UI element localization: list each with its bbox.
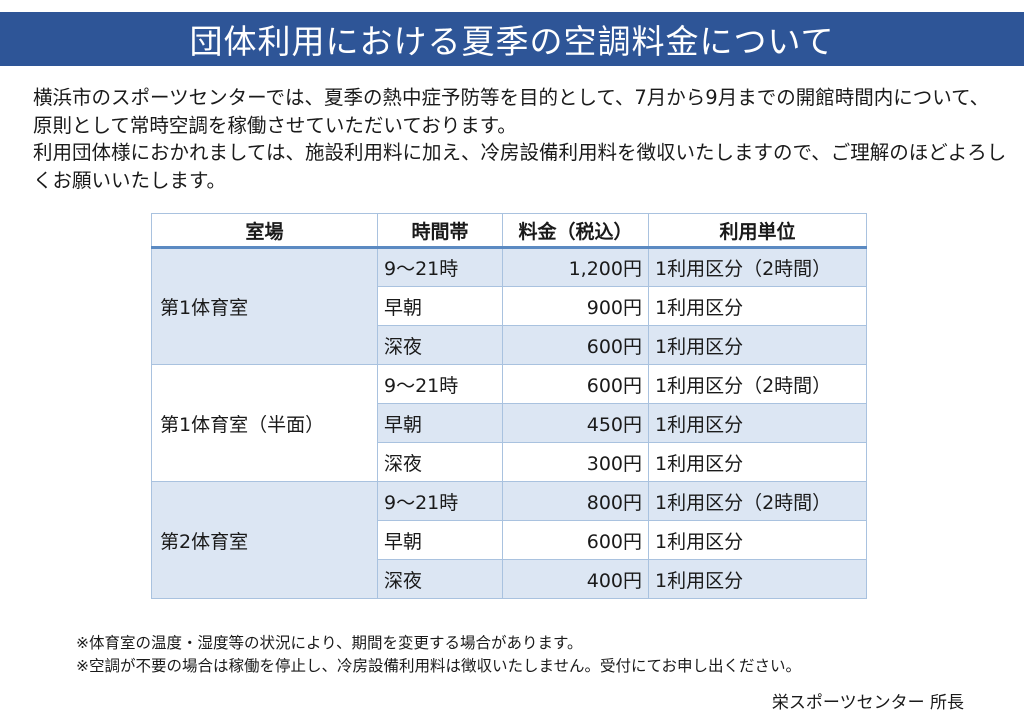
fee-table: 室場 時間帯 料金（税込） 利用単位 第1体育室 9～21時 1,200円 1利…	[151, 213, 867, 599]
price-cell: 600円	[502, 364, 649, 404]
table-row: 深夜 600円 1利用区分	[152, 325, 867, 365]
unit-cell: 1利用区分（2時間）	[648, 247, 867, 287]
table-header-row: 室場 時間帯 料金（税込） 利用単位	[151, 213, 867, 249]
time-cell: 9～21時	[377, 247, 503, 287]
footnotes: ※体育室の温度・湿度等の状況により、期間を変更する場合があります。 ※空調が不要…	[76, 632, 801, 678]
unit-cell: 1利用区分	[648, 559, 867, 599]
time-cell: 早朝	[377, 520, 503, 560]
signature: 栄スポーツセンター 所長	[771, 693, 964, 713]
table-row: 早朝 450円 1利用区分	[152, 403, 867, 443]
unit-cell: 1利用区分	[648, 442, 867, 482]
table-row: 早朝 600円 1利用区分	[152, 520, 867, 560]
unit-cell: 1利用区分（2時間）	[648, 481, 867, 521]
table-row: 深夜 400円 1利用区分	[152, 559, 867, 599]
time-cell: 深夜	[377, 442, 503, 482]
price-cell: 1,200円	[502, 247, 649, 287]
intro-paragraph-1: 横浜市のスポーツセンターでは、夏季の熱中症予防等を目的として、7月から9月までの…	[33, 86, 990, 137]
room-cell: 第1体育室	[151, 247, 378, 365]
footnote-2: ※空調が不要の場合は稼働を停止し、冷房設備利用料は徴収いたしません。受付にてお申…	[76, 657, 802, 675]
table-row: 第1体育室（半面） 9～21時 600円 1利用区分（2時間）	[151, 364, 867, 482]
price-cell: 800円	[502, 481, 649, 521]
time-cell: 9～21時	[377, 364, 503, 404]
unit-cell: 1利用区分	[648, 286, 867, 326]
unit-cell: 1利用区分（2時間）	[648, 364, 867, 404]
price-cell: 300円	[502, 442, 649, 482]
unit-cell: 1利用区分	[648, 325, 867, 365]
unit-cell: 1利用区分	[648, 520, 867, 560]
header-unit: 利用単位	[648, 213, 867, 249]
table-row: 早朝 900円 1利用区分	[152, 286, 867, 326]
footnote-1: ※体育室の温度・湿度等の状況により、期間を変更する場合があります。	[76, 634, 583, 652]
price-cell: 600円	[502, 325, 649, 365]
room-cell: 第2体育室	[151, 481, 378, 599]
title-banner: 団体利用における夏季の空調料金について	[0, 12, 1024, 66]
table-row: 第1体育室 9～21時 1,200円 1利用区分（2時間）	[151, 247, 867, 365]
room-cell: 第1体育室（半面）	[151, 364, 378, 482]
price-cell: 600円	[502, 520, 649, 560]
unit-cell: 1利用区分	[648, 403, 867, 443]
intro-text: 横浜市のスポーツセンターでは、夏季の熱中症予防等を目的として、7月から9月までの…	[33, 84, 1008, 194]
time-cell: 早朝	[377, 286, 503, 326]
table-row: 第2体育室 9～21時 800円 1利用区分（2時間）	[151, 481, 867, 599]
time-cell: 深夜	[377, 325, 503, 365]
time-cell: 早朝	[377, 403, 503, 443]
time-cell: 9～21時	[377, 481, 503, 521]
price-cell: 400円	[502, 559, 649, 599]
header-time: 時間帯	[377, 213, 503, 249]
header-price: 料金（税込）	[502, 213, 649, 249]
time-cell: 深夜	[377, 559, 503, 599]
table-row: 深夜 300円 1利用区分	[152, 442, 867, 482]
page-title: 団体利用における夏季の空調料金について	[189, 22, 835, 61]
intro-paragraph-2: 利用団体様におかれましては、施設利用料に加え、冷房設備利用料を徴収いたしますので…	[33, 141, 1007, 192]
header-room: 室場	[151, 213, 378, 249]
price-cell: 450円	[502, 403, 649, 443]
price-cell: 900円	[502, 286, 649, 326]
